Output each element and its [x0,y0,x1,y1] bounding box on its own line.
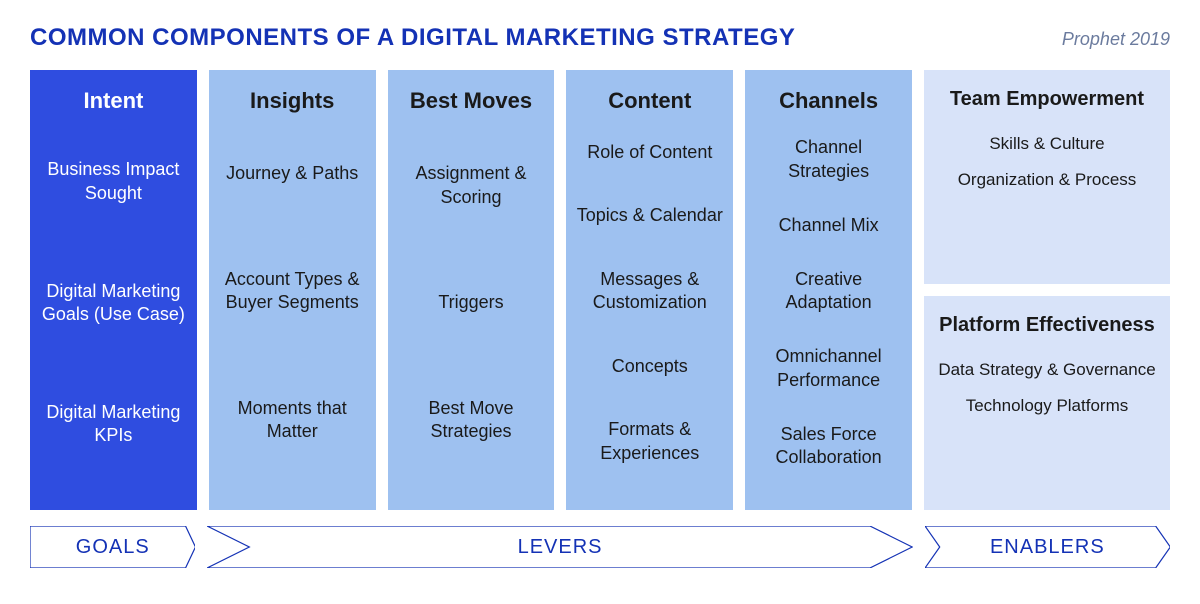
column-item: Triggers [398,291,545,314]
arrow-label-goals: GOALS [76,536,150,559]
column-best-moves: Best Moves Assignment & Scoring Triggers Be… [388,70,555,510]
column-item: Digital Marketing Goals (Use Case) [40,280,187,327]
column-item: Formats & Experiences [576,418,723,465]
header-row: COMMON COMPONENTS OF A DIGITAL MARKETING… [30,24,1170,52]
column-item: Topics & Calendar [576,204,723,227]
arrow-enablers: ENABLERS [925,526,1170,568]
column-item: Omnichannel Performance [755,345,902,392]
column-item: Journey & Paths [219,162,366,185]
column-item: Messages & Customization [576,268,723,315]
arrow-label-levers: LEVERS [518,536,603,559]
column-item: Account Types & Buyer Segments [219,268,366,315]
column-item: Digital Marketing KPIs [40,401,187,448]
column-item: Channel Mix [755,214,902,237]
card-title-team-empowerment: Team Empowerment [938,88,1156,111]
page-title: COMMON COMPONENTS OF A DIGITAL MARKETING… [30,24,795,52]
column-item: Sales Force Collaboration [755,423,902,470]
column-item: Creative Adaptation [755,268,902,315]
card-item: Data Strategy & Governance [938,359,1156,381]
card-title-platform-effectiveness: Platform Effectiveness [938,314,1156,337]
column-channels: Channels Channel Strategies Channel Mix Cre… [745,70,912,510]
column-item: Business Impact Sought [40,158,187,205]
column-item: Best Move Strategies [398,397,545,444]
card-platform-effectiveness: Platform Effectiveness Data Strategy & Go… [924,296,1170,510]
column-intent: Intent Business Impact Sought Digital Mark… [30,70,197,510]
column-item: Concepts [576,355,723,378]
column-insights: Insights Journey & Paths Account Types & B… [209,70,376,510]
column-title-content: Content [608,88,691,114]
column-title-insights: Insights [250,88,334,114]
column-item: Moments that Matter [219,397,366,444]
card-item: Technology Platforms [938,395,1156,417]
columns-container: Intent Business Impact Sought Digital Mark… [30,70,1170,510]
column-item: Assignment & Scoring [398,162,545,209]
column-content: Content Role of Content Topics & Calendar M… [566,70,733,510]
column-title-channels: Channels [779,88,878,114]
arrows-container: GOALS LEVERS ENABLERS [30,526,1170,568]
card-item: Organization & Process [938,169,1156,191]
column-item: Role of Content [576,141,723,164]
card-item: Skills & Culture [938,133,1156,155]
arrow-goals: GOALS [30,526,195,568]
right-stack: Team Empowerment Skills & Culture Organiza… [924,70,1170,510]
column-title-intent: Intent [83,88,143,114]
arrow-label-enablers: ENABLERS [990,536,1105,559]
column-item: Channel Strategies [755,136,902,183]
card-team-empowerment: Team Empowerment Skills & Culture Organiza… [924,70,1170,284]
arrow-levers: LEVERS [207,526,912,568]
column-title-best-moves: Best Moves [410,88,532,114]
page-subtitle: Prophet 2019 [1062,29,1170,50]
